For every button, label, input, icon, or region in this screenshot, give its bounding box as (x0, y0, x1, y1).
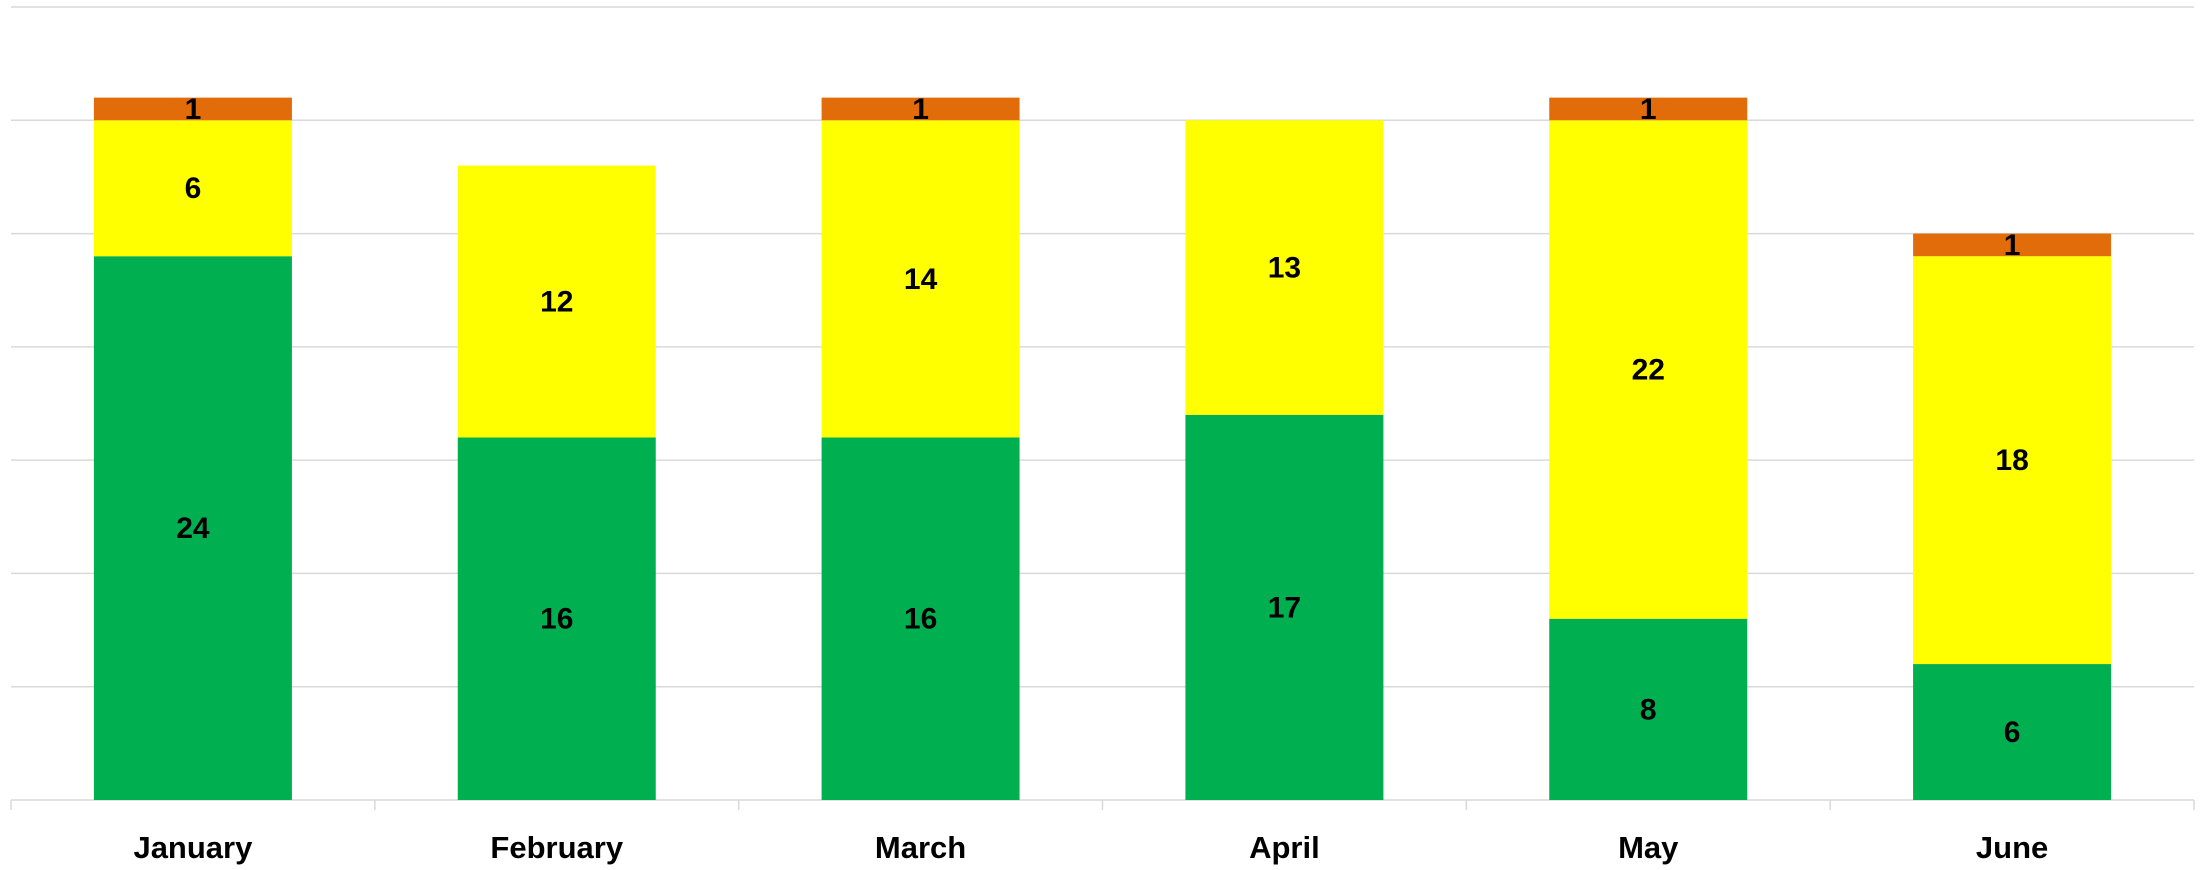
bar-segment (1549, 618, 1748, 800)
bar-segment (457, 437, 656, 800)
bar-segment (457, 165, 656, 438)
x-tick-label: January (133, 830, 253, 865)
data-label: 24 (176, 512, 210, 545)
bar-segment (821, 437, 1020, 800)
bar-segment (1913, 233, 2112, 257)
data-label: 1 (1640, 93, 1657, 126)
x-tick-label: February (490, 830, 623, 865)
data-label: 8 (1640, 693, 1657, 726)
bar-segment (821, 97, 1020, 121)
bar-segment (1549, 97, 1748, 121)
bar-segment (1185, 120, 1384, 415)
data-label: 18 (1995, 444, 2028, 477)
bar-segment (1185, 414, 1384, 800)
data-label: 13 (1268, 251, 1301, 284)
data-label: 12 (540, 285, 573, 318)
x-tick-label: March (875, 830, 966, 865)
bar-segment (93, 97, 292, 121)
data-label: 1 (185, 93, 202, 126)
data-label: 6 (185, 172, 202, 205)
data-label: 6 (2004, 716, 2021, 749)
bar-segment (93, 256, 292, 800)
bar-segment (821, 120, 1020, 438)
data-label: 14 (904, 263, 938, 296)
data-label: 17 (1268, 591, 1301, 624)
data-label: 1 (2004, 229, 2021, 262)
bar-segment (1913, 256, 2112, 665)
x-tick-label: June (1976, 830, 2048, 865)
bar-segment (1549, 120, 1748, 619)
x-tick-label: May (1618, 830, 1679, 865)
x-tick-label: April (1249, 830, 1320, 865)
data-label: 22 (1632, 353, 1665, 386)
data-label: 16 (540, 603, 573, 636)
bar-segment (93, 120, 292, 257)
data-label: 1 (912, 93, 929, 126)
data-label: 16 (904, 603, 937, 636)
bar-segment (1913, 664, 2112, 800)
